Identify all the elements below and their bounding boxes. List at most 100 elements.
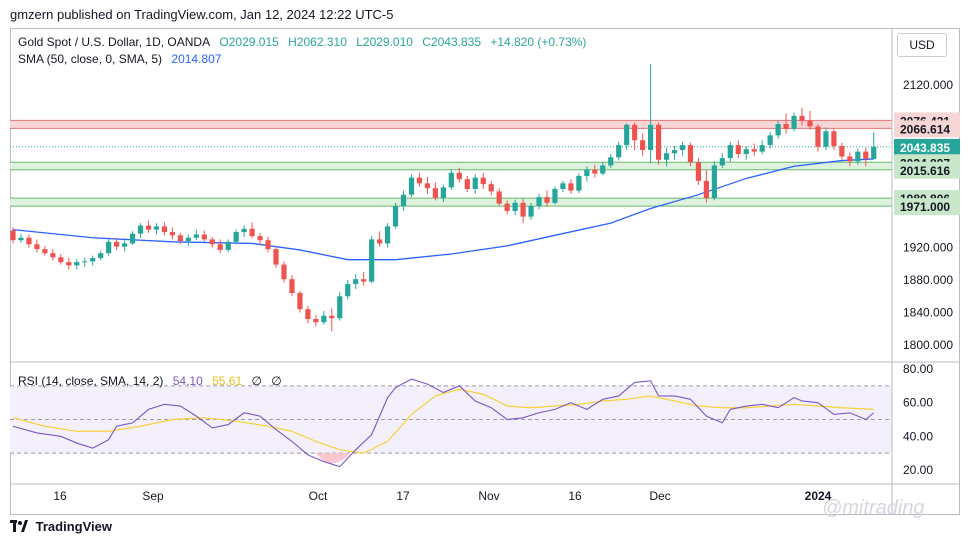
candle-body <box>831 131 837 146</box>
candle-body <box>552 189 558 203</box>
price-badge-support <box>894 161 960 179</box>
candle-body <box>568 183 574 191</box>
candle-body <box>42 249 48 254</box>
currency-button[interactable]: USD <box>897 33 947 57</box>
candle-body <box>648 124 654 150</box>
candle-body <box>775 124 781 136</box>
time-axis-tick: Nov <box>478 489 499 503</box>
rsi-sma-line <box>12 388 874 454</box>
candle-body <box>727 145 733 159</box>
candle-body <box>799 115 805 121</box>
candle-body <box>145 225 152 230</box>
change-value: +14.820 (+0.73%) <box>490 35 587 49</box>
candle-body <box>520 202 526 217</box>
candle-body <box>329 315 335 319</box>
zone-support-1 <box>10 162 892 170</box>
price-badge-text: 2015.616 <box>900 164 950 178</box>
rsi-axis-tick: 40.00 <box>903 429 933 443</box>
candle-body <box>400 194 407 207</box>
candle-body <box>624 124 630 146</box>
zone-resistance-0 <box>10 120 892 129</box>
rsi-oversold-fill <box>315 453 351 464</box>
candle-body <box>265 240 271 250</box>
candle-body <box>26 237 32 245</box>
candles-layer <box>10 63 877 332</box>
rsi-line <box>12 378 875 468</box>
candle-body <box>480 177 486 185</box>
candle-body <box>114 241 120 247</box>
price-axis-tick: 1840.000 <box>903 306 953 320</box>
sma-legend: SMA (50, close, 0, SMA, 5) 2014.807 <box>18 52 227 66</box>
candle-body <box>847 156 853 162</box>
candle-body <box>871 146 877 159</box>
candle-body <box>361 279 367 282</box>
candle-body <box>616 145 622 158</box>
candle-body <box>655 124 662 160</box>
candle-body <box>440 187 446 198</box>
candle-body <box>695 162 702 181</box>
candle-body <box>600 165 606 174</box>
candle-body <box>337 296 343 319</box>
candle-body <box>632 124 638 141</box>
high-value: H2062.310 <box>288 35 347 49</box>
axis-layer: 2120.0002080.0001920.0001880.0001840.000… <box>10 28 960 515</box>
candle-body <box>209 239 215 245</box>
watermark: @mitrading <box>822 497 925 519</box>
candle-body <box>663 153 670 160</box>
candle-body <box>90 258 96 262</box>
candle-body <box>392 206 399 227</box>
price-axis-tick: 2120.000 <box>903 78 953 92</box>
close-value: C2043.835 <box>422 35 482 49</box>
candle-body <box>82 261 88 263</box>
candle-body <box>384 226 391 244</box>
candle-body <box>74 262 80 266</box>
candle-body <box>321 315 327 323</box>
brand-text: TradingView <box>35 519 112 534</box>
candle-body <box>281 264 287 280</box>
low-value: L2029.010 <box>356 35 413 49</box>
rsi-extra-2: ∅ <box>271 374 282 388</box>
time-axis-tick: Sep <box>142 489 164 503</box>
candle-body <box>536 197 542 207</box>
candle-body <box>504 203 510 211</box>
candle-body <box>759 145 765 152</box>
candle-body <box>488 184 494 192</box>
rsi-label: RSI (14, close, SMA, 14, 2) <box>18 374 164 388</box>
rsi-axis-tick: 80.00 <box>903 362 933 376</box>
price-badge-support <box>894 198 960 216</box>
candle-body <box>273 249 279 265</box>
candle-body <box>815 126 821 147</box>
candle-body <box>544 197 550 203</box>
candle-body <box>408 177 415 195</box>
candle-body <box>743 149 749 155</box>
candle-body <box>225 241 231 250</box>
candle-body <box>98 253 104 259</box>
tradingview-logo-icon <box>10 520 28 532</box>
candle-body <box>18 237 24 241</box>
candle-body <box>193 234 199 238</box>
candle-body <box>496 191 502 204</box>
publish-attribution: gmzern published on TradingView.com, Jan… <box>10 7 394 22</box>
candle-body <box>369 239 375 282</box>
time-axis-tick: Dec <box>649 489 670 503</box>
price-badge-resistance <box>894 120 960 138</box>
candle-body <box>823 131 829 147</box>
price-axis-tick: 1880.000 <box>903 273 953 287</box>
candle-body <box>512 202 518 211</box>
candle-body <box>289 279 295 293</box>
candle-body <box>34 244 40 250</box>
candle-body <box>456 172 462 180</box>
candle-body <box>201 234 207 240</box>
candle-body <box>592 169 598 174</box>
time-axis-tick: 2024 <box>805 489 832 503</box>
candle-body <box>839 145 845 157</box>
candle-body <box>169 232 175 236</box>
price-axis-tick: 1920.000 <box>903 241 953 255</box>
candle-body <box>584 169 590 176</box>
sma-label: SMA (50, close, 0, SMA, 5) <box>18 52 163 66</box>
candle-body <box>377 239 383 244</box>
candle-body <box>608 157 614 166</box>
candle-body <box>137 225 144 234</box>
rsi-legend: RSI (14, close, SMA, 14, 2) 54.10 55.61 … <box>18 374 288 388</box>
